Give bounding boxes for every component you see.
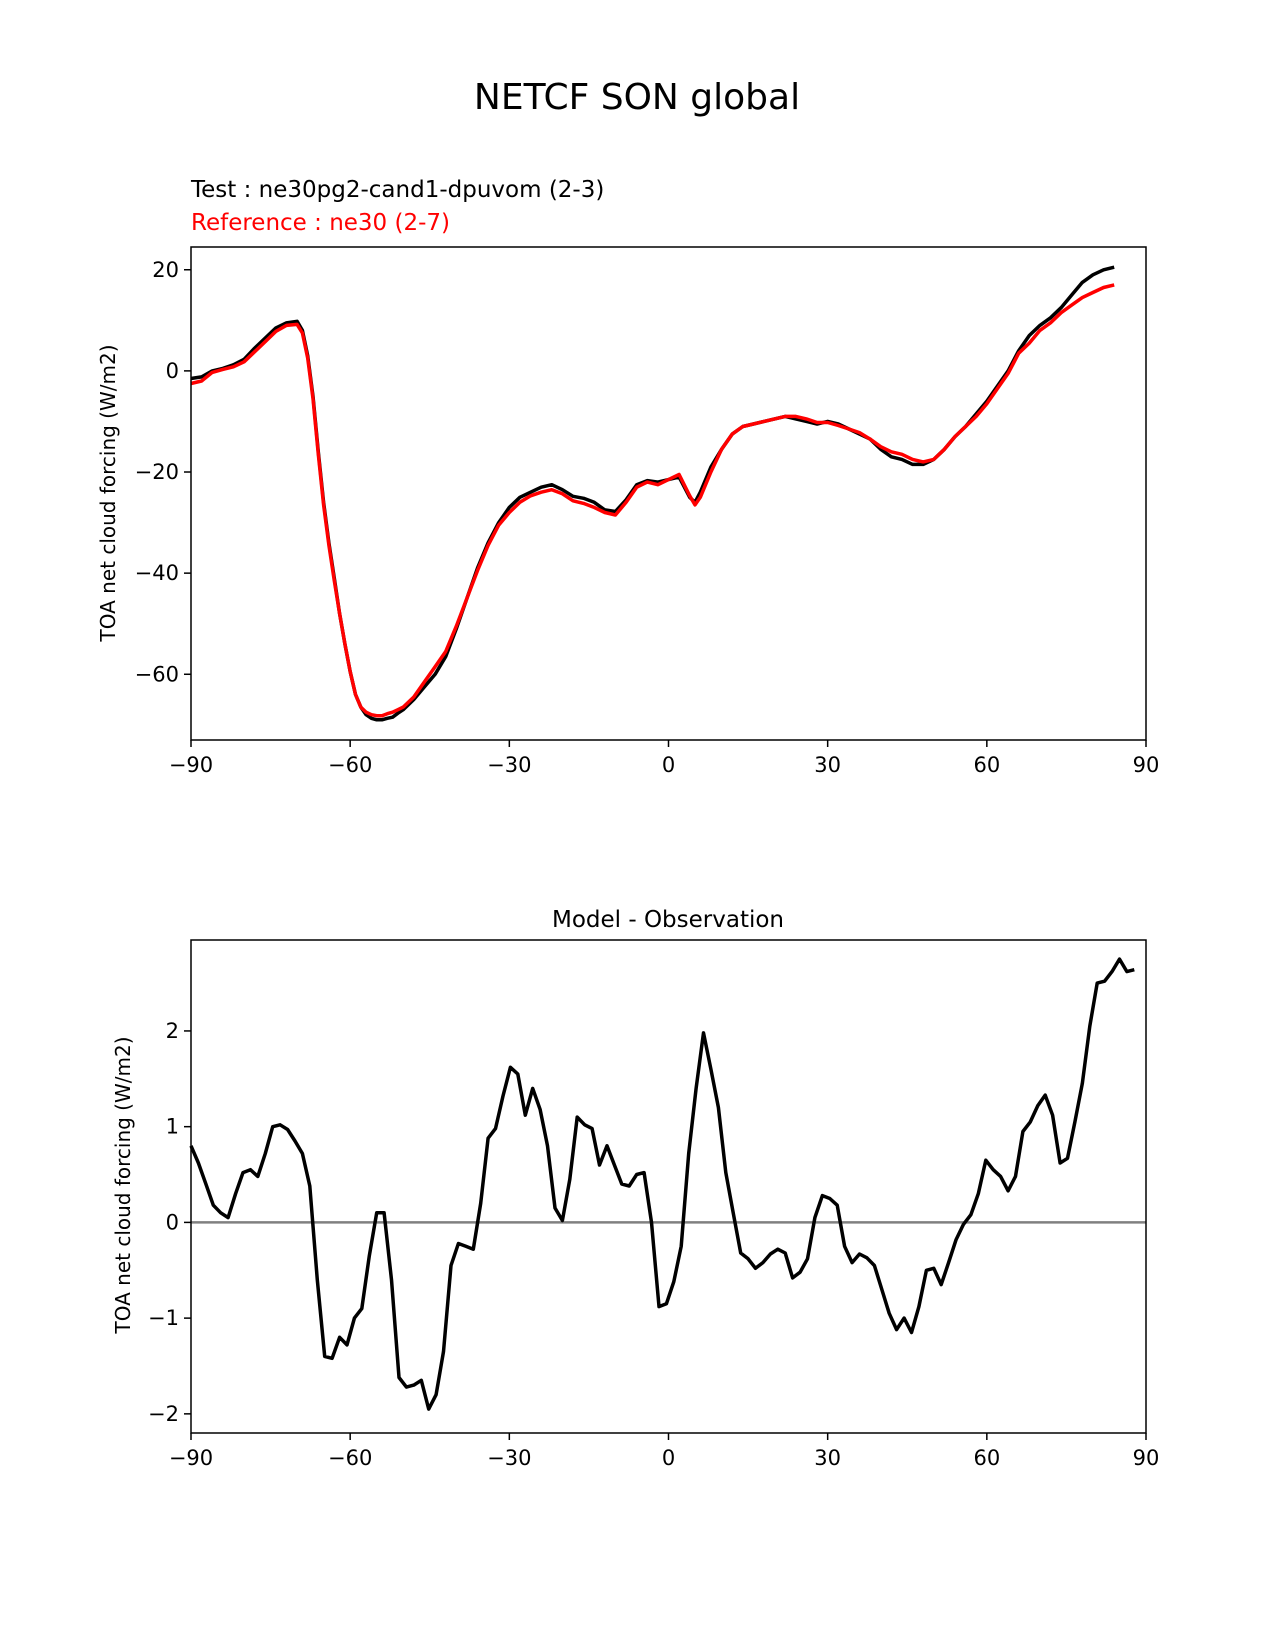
bottom-series-line-diff [189,957,1135,1411]
bottom-plot-title: Model - Observation [552,907,784,933]
bottom-x-tick-label: 90 [1133,1446,1160,1470]
top-y-axis-label: TOA net cloud forcing (W/m2) [96,344,120,642]
top-x-tick-label: 60 [973,753,1000,777]
bottom-y-tick-label: 1 [166,1115,179,1139]
top-y-tick-label: −20 [135,460,179,484]
top-x-tick-label: −90 [169,753,213,777]
top-x-tick-label: −60 [328,753,372,777]
reference-label: Reference : ne30 (2-7) [191,210,450,236]
top-y-tick-label: −40 [135,561,179,585]
bottom-plot-frame [190,939,1147,1434]
bottom-x-tick-label: 30 [814,1446,841,1470]
bottom-y-tick-label: −1 [148,1306,179,1330]
figure-title: NETCF SON global [474,77,800,118]
top-plot: Test : ne30pg2-cand1-dpuvom (2-3) Refere… [96,177,1159,777]
bottom-x-tick-label: −30 [487,1446,531,1470]
bottom-x-tick-label: −90 [169,1446,213,1470]
top-x-tick-label: 90 [1133,753,1160,777]
bottom-x-tick-label: 60 [973,1446,1000,1470]
test-label: Test : ne30pg2-cand1-dpuvom (2-3) [190,177,604,203]
top-y-tick-label: −60 [135,662,179,686]
top-y-tick-label: 20 [152,258,179,282]
top-series-line-test [190,265,1115,722]
bottom-y-tick-label: 0 [166,1210,179,1234]
bottom-y-tick-label: −2 [148,1402,179,1426]
top-series-line-reference [190,283,1115,718]
top-x-tick-label: 0 [662,753,675,777]
bottom-x-tick-label: 0 [662,1446,675,1470]
bottom-plot: Model - Observation TOA net cloud forcin… [111,907,1159,1470]
bottom-y-axis-label: TOA net cloud forcing (W/m2) [111,1036,135,1334]
bottom-y-tick-label: 2 [166,1019,179,1043]
bottom-x-tick-label: −60 [328,1446,372,1470]
top-plot-frame [190,246,1147,741]
top-x-tick-label: −30 [487,753,531,777]
top-x-tick-label: 30 [814,753,841,777]
top-y-tick-label: 0 [166,359,179,383]
